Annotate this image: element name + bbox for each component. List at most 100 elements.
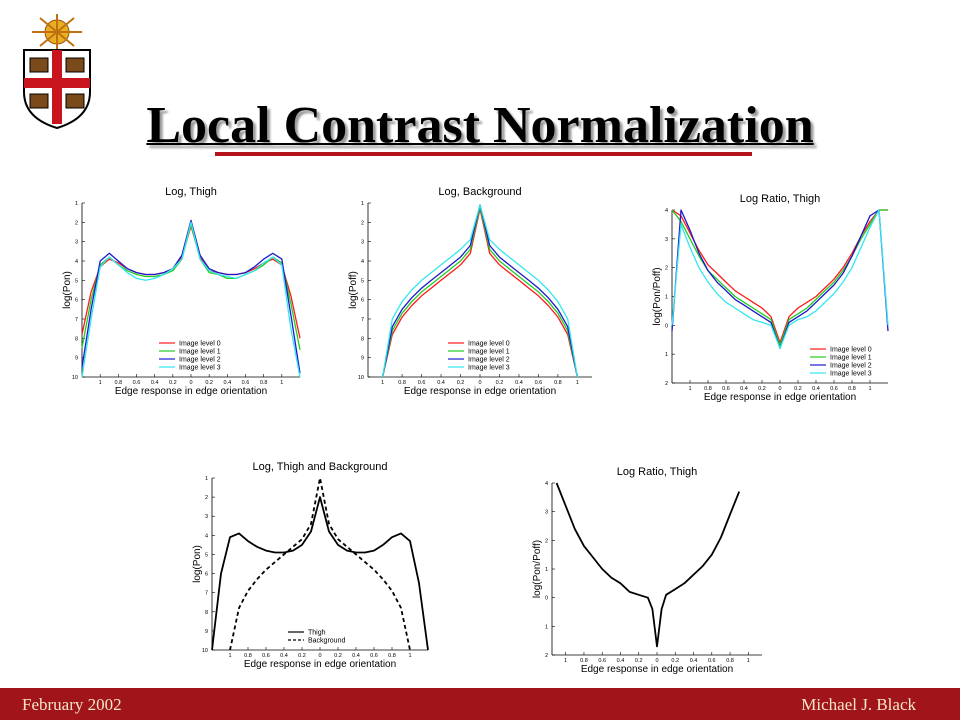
y-axis-label: log(Pon) (62, 271, 73, 309)
x-tick-label: 0.8 (848, 386, 856, 392)
y-tick-label: 3 (361, 240, 364, 246)
series-line (671, 209, 889, 350)
y-tick-label: 3 (545, 510, 548, 516)
legend-label: Image level 3 (468, 365, 510, 372)
x-tick-label: 1 (564, 658, 567, 664)
y-tick-label: 1 (75, 201, 78, 207)
chart-title: Log, Thigh (165, 186, 217, 198)
x-tick-label: 0.4 (151, 380, 159, 386)
x-tick-label: 1 (408, 653, 411, 659)
y-tick-label: 4 (75, 259, 78, 265)
x-tick-label: 0.8 (726, 658, 734, 664)
y-tick-label: 1 (665, 295, 668, 301)
y-tick-label: 2 (205, 495, 208, 501)
legend-label: Image level 2 (468, 357, 510, 364)
series-line (671, 209, 888, 344)
x-tick-label: 0.6 (535, 380, 543, 386)
x-tick-label: 0.6 (418, 380, 426, 386)
y-tick-label: 8 (361, 336, 364, 342)
y-tick-label: 5 (361, 278, 364, 284)
x-tick-label: 1 (280, 380, 283, 386)
y-tick-label: 9 (205, 629, 208, 635)
legend-label: Image level 0 (179, 341, 221, 348)
y-tick-label: 4 (361, 259, 364, 265)
x-tick-label: 0.2 (794, 386, 802, 392)
y-tick-label: 7 (361, 317, 364, 323)
x-tick-label: 0.4 (437, 380, 445, 386)
y-tick-label: 2 (665, 381, 668, 387)
x-tick-label: 0.2 (635, 658, 643, 664)
series-line (81, 225, 301, 339)
legend-label: Image level 2 (179, 357, 221, 364)
y-tick-label: 4 (665, 208, 668, 214)
footer-author: Michael J. Black (801, 695, 916, 714)
x-tick-label: 0.8 (115, 380, 123, 386)
x-tick-label: 0.2 (457, 380, 465, 386)
x-tick-label: 0.4 (690, 658, 698, 664)
x-axis-label: Edge response in edge orientation (115, 386, 267, 397)
x-tick-label: 0.2 (671, 658, 679, 664)
y-tick-label: 8 (205, 610, 208, 616)
x-tick-label: 0.2 (298, 653, 306, 659)
legend-label: Image level 0 (468, 341, 510, 348)
x-tick-label: 0 (189, 380, 192, 386)
y-tick-label: 6 (75, 298, 78, 304)
x-tick-label: 1 (381, 380, 384, 386)
y-axis-label: log(Pon) (192, 545, 203, 583)
y-tick-label: 2 (361, 220, 364, 226)
x-tick-label: 0.8 (260, 380, 268, 386)
charts: Log, Thigh Edge response in edge orientat… (62, 186, 889, 675)
x-tick-label: 0.6 (598, 658, 606, 664)
series-line (81, 223, 301, 351)
legend-label: Image level 1 (179, 349, 221, 356)
y-tick-label: 5 (205, 552, 208, 558)
x-tick-label: 0.8 (704, 386, 712, 392)
y-tick-label: 2 (75, 220, 78, 226)
series-line (671, 209, 889, 350)
x-tick-label: 0.4 (224, 380, 232, 386)
y-tick-label: 7 (205, 591, 208, 597)
legend-label: Background (308, 638, 345, 645)
x-axis-label: Edge response in edge orientation (581, 664, 733, 675)
y-tick-label: 4 (205, 533, 208, 539)
x-tick-label: 0.4 (812, 386, 820, 392)
y-tick-label: 4 (545, 481, 548, 487)
y-tick-label: 8 (75, 336, 78, 342)
y-tick-label: 3 (665, 237, 668, 243)
logo (23, 14, 91, 130)
x-tick-label: 0 (655, 658, 658, 664)
x-tick-label: 0 (778, 386, 781, 392)
y-tick-label: 3 (75, 240, 78, 246)
series-line (381, 204, 579, 378)
series-line (671, 209, 888, 347)
legend-label: Image level 3 (179, 365, 221, 372)
x-tick-label: 0.6 (722, 386, 730, 392)
x-tick-label: 0.8 (244, 653, 252, 659)
y-tick-label: 1 (205, 476, 208, 482)
series-line (81, 221, 301, 378)
x-tick-label: 1 (747, 658, 750, 664)
x-tick-label: 0.8 (554, 380, 562, 386)
x-tick-label: 1 (228, 653, 231, 659)
x-tick-label: 0.2 (496, 380, 504, 386)
x-tick-label: 0 (318, 653, 321, 659)
x-tick-label: 0.2 (334, 653, 342, 659)
y-tick-label: 7 (75, 317, 78, 323)
footer: February 2002 Michael J. Black (0, 688, 960, 720)
x-tick-label: 0.4 (617, 658, 625, 664)
y-tick-label: 6 (361, 298, 364, 304)
x-axis-label: Edge response in edge orientation (404, 386, 556, 397)
chart-title: Log Ratio, Thigh (740, 193, 821, 205)
x-tick-label: 0.6 (262, 653, 270, 659)
chart-title: Log, Background (438, 186, 521, 198)
x-tick-label: 0.4 (515, 380, 523, 386)
y-tick-label: 2 (545, 538, 548, 544)
x-tick-label: 0.8 (388, 653, 396, 659)
x-tick-label: 0.4 (280, 653, 288, 659)
x-tick-label: 0.2 (758, 386, 766, 392)
y-axis-label: log(Pon/Poff) (532, 540, 543, 598)
y-tick-label: 1 (545, 624, 548, 630)
y-tick-label: 2 (665, 266, 668, 272)
series-line (211, 496, 429, 651)
